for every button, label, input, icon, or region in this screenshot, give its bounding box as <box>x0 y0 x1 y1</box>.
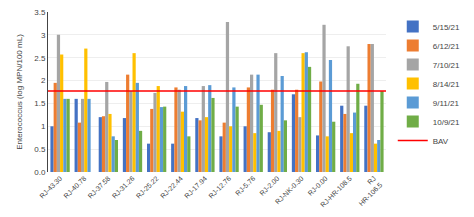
svg-text:8/14/21: 8/14/21 <box>433 80 460 89</box>
svg-text:9/11/21: 9/11/21 <box>433 99 460 108</box>
svg-text:RJ-31.26: RJ-31.26 <box>111 175 136 200</box>
svg-text:RJ-40.78: RJ-40.78 <box>62 175 87 200</box>
svg-text:BAV: BAV <box>433 137 449 146</box>
svg-text:2.5: 2.5 <box>34 54 46 63</box>
svg-text:RJ-43.30: RJ-43.30 <box>38 175 63 200</box>
svg-text:0.0: 0.0 <box>34 168 46 177</box>
svg-text:6/12/21: 6/12/21 <box>433 42 460 51</box>
svg-text:Enterococcus (log MPN/100 mL): Enterococcus (log MPN/100 mL) <box>15 34 24 150</box>
svg-text:2: 2 <box>41 76 46 85</box>
svg-text:10/9/21: 10/9/21 <box>433 118 460 127</box>
svg-text:1: 1 <box>41 122 46 131</box>
svg-text:RJ-HR-108.5: RJ-HR-108.5 <box>319 175 353 209</box>
svg-text:RJ-NK-0.30: RJ-NK-0.30 <box>274 175 305 206</box>
svg-text:RJ-2.00: RJ-2.00 <box>258 175 280 197</box>
svg-text:RJ-37.58: RJ-37.58 <box>87 175 112 200</box>
svg-text:RJ-25.22: RJ-25.22 <box>135 175 160 200</box>
svg-text:RJ-0.00: RJ-0.00 <box>307 175 329 197</box>
svg-text:1.5: 1.5 <box>34 99 46 108</box>
svg-text:RJ-22.44: RJ-22.44 <box>159 175 184 200</box>
svg-text:RJHR-106.5: RJHR-106.5 <box>351 175 384 208</box>
svg-text:3: 3 <box>41 31 46 40</box>
svg-text:RJ-12.76: RJ-12.76 <box>207 175 232 200</box>
svg-text:3.5: 3.5 <box>34 8 46 17</box>
svg-text:0.5: 0.5 <box>34 145 46 154</box>
svg-text:5/15/21: 5/15/21 <box>433 23 460 32</box>
svg-text:7/10/21: 7/10/21 <box>433 61 460 70</box>
svg-text:RJ-17.94: RJ-17.94 <box>183 175 208 200</box>
svg-text:RJ-5.76: RJ-5.76 <box>234 175 256 197</box>
